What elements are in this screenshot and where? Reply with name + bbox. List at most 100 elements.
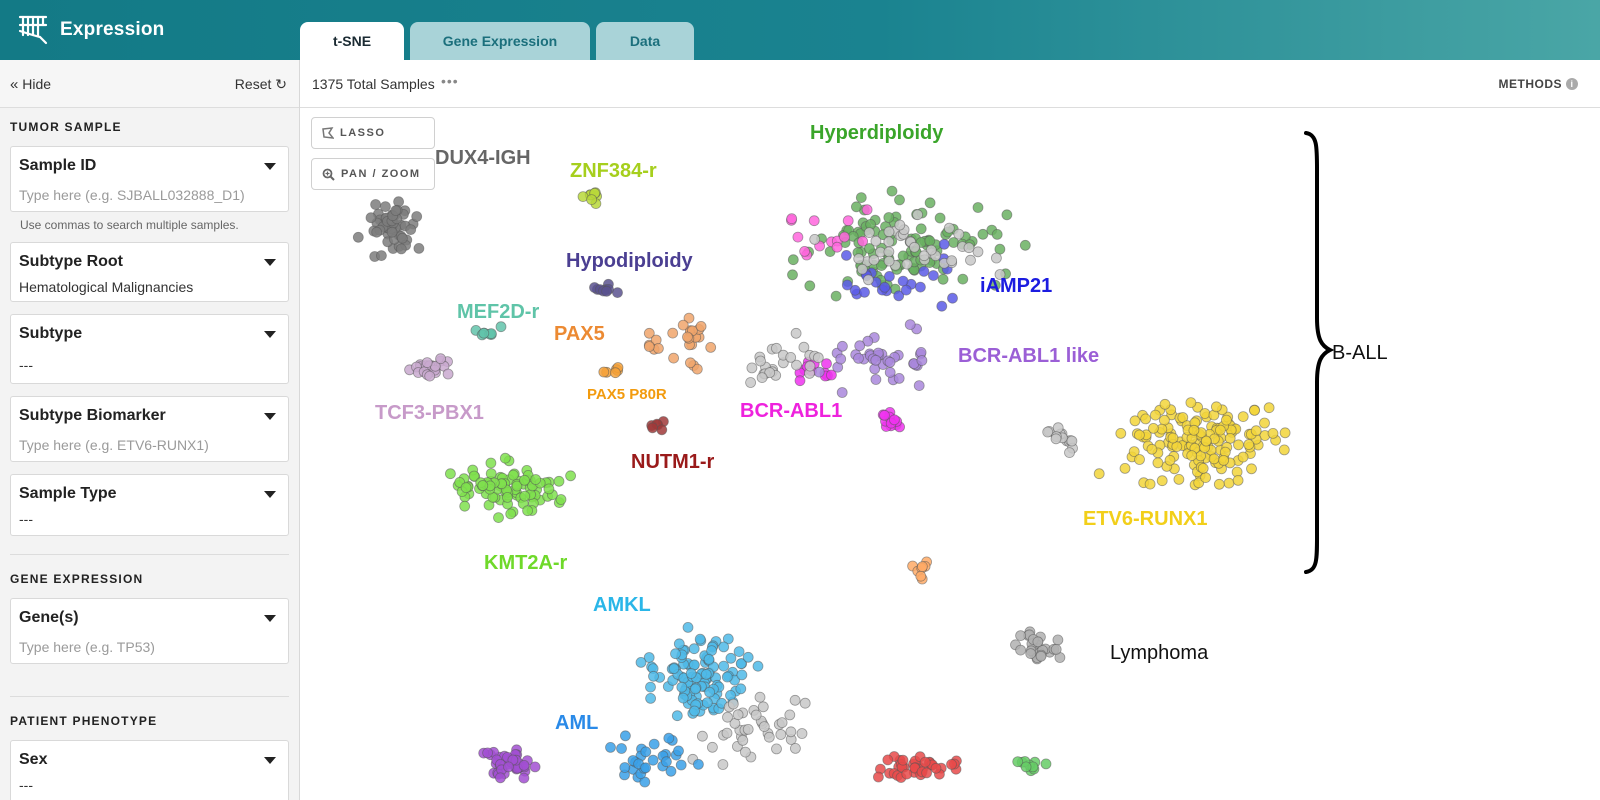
sample-point[interactable] <box>682 622 694 633</box>
sample-point[interactable] <box>691 363 703 375</box>
sample-point[interactable] <box>946 255 958 267</box>
sample-point[interactable] <box>879 409 890 421</box>
caret-down-icon[interactable] <box>264 615 276 622</box>
sample-point[interactable] <box>732 709 744 721</box>
sample-point[interactable] <box>894 194 905 206</box>
sample-points[interactable] <box>352 185 1291 788</box>
sample-point[interactable] <box>813 366 825 378</box>
sample-point[interactable] <box>722 711 733 723</box>
sample-point[interactable] <box>435 353 447 365</box>
sample-point[interactable] <box>853 253 865 265</box>
sex-field[interactable]: Sex --- <box>10 740 289 800</box>
sample-point[interactable] <box>460 482 472 494</box>
sample-point[interactable] <box>670 648 681 660</box>
sample-point[interactable] <box>1042 426 1054 438</box>
sample-point[interactable] <box>677 692 689 704</box>
sample-point[interactable] <box>1199 408 1211 419</box>
sample-point[interactable] <box>913 380 925 392</box>
sample-point[interactable] <box>746 362 758 374</box>
sample-point[interactable] <box>750 709 762 721</box>
sample-point[interactable] <box>784 709 796 721</box>
sample-point[interactable] <box>830 290 842 302</box>
sample-point[interactable] <box>757 701 769 713</box>
sample-point[interactable] <box>863 227 875 238</box>
sample-point[interactable] <box>1279 427 1291 439</box>
sample-point[interactable] <box>689 683 701 695</box>
brand[interactable]: Expression <box>18 13 164 47</box>
sample-point[interactable] <box>518 772 530 784</box>
sample-point[interactable] <box>495 321 507 333</box>
sample-point[interactable] <box>1050 644 1062 655</box>
sample-point[interactable] <box>1197 462 1209 474</box>
lasso-tool-button[interactable]: LASSO <box>311 117 435 149</box>
sample-point[interactable] <box>991 252 1002 264</box>
sample-point[interactable] <box>870 374 882 385</box>
sample-point[interactable] <box>775 729 787 740</box>
sample-point[interactable] <box>1223 477 1235 489</box>
genes-input[interactable]: Type here (e.g. TP53) <box>19 639 155 655</box>
sample-point[interactable] <box>1188 424 1200 436</box>
sample-point[interactable] <box>1052 634 1064 646</box>
sample-point[interactable] <box>1237 411 1249 423</box>
sample-point[interactable] <box>925 244 937 256</box>
sample-point[interactable] <box>1134 454 1145 465</box>
sample-point[interactable] <box>1012 756 1024 768</box>
sample-id-input[interactable]: Type here (e.g. SJBALL032888_D1) <box>19 187 245 203</box>
sample-point[interactable] <box>1213 478 1225 490</box>
sample-point[interactable] <box>485 457 497 469</box>
sample-point[interactable] <box>703 654 715 665</box>
sample-point[interactable] <box>718 660 730 672</box>
sample-point[interactable] <box>1233 439 1244 451</box>
caret-down-icon[interactable] <box>264 259 276 266</box>
sample-point[interactable] <box>857 235 868 247</box>
sample-point[interactable] <box>553 475 565 487</box>
sample-point[interactable] <box>1001 209 1013 221</box>
sample-point[interactable] <box>522 505 534 517</box>
sample-point[interactable] <box>643 327 655 339</box>
sample-point[interactable] <box>1200 435 1212 447</box>
sample-point[interactable] <box>673 745 684 757</box>
sample-point[interactable] <box>879 281 891 293</box>
sample-point[interactable] <box>893 372 905 384</box>
sample-point[interactable] <box>1185 397 1197 409</box>
sample-point[interactable] <box>915 570 927 582</box>
sample-point[interactable] <box>912 209 923 221</box>
sample-point[interactable] <box>1152 457 1164 469</box>
sample-point[interactable] <box>668 352 680 364</box>
sample-point[interactable] <box>735 683 747 695</box>
caret-down-icon[interactable] <box>264 331 276 338</box>
sample-point[interactable] <box>511 480 523 492</box>
sample-point[interactable] <box>482 747 494 759</box>
sample-point[interactable] <box>706 741 718 753</box>
sample-point[interactable] <box>365 212 377 224</box>
sample-point[interactable] <box>444 468 456 480</box>
sample-point[interactable] <box>826 369 837 381</box>
sample-point[interactable] <box>386 226 398 238</box>
sample-point[interactable] <box>1211 401 1222 413</box>
sample-point[interactable] <box>648 738 660 750</box>
sample-point[interactable] <box>1224 432 1236 444</box>
sample-point[interactable] <box>937 273 949 285</box>
sample-point[interactable] <box>789 743 801 754</box>
sample-point[interactable] <box>1093 468 1105 480</box>
sample-point[interactable] <box>619 730 631 742</box>
sample-point[interactable] <box>861 204 873 216</box>
sample-point[interactable] <box>635 657 647 668</box>
sample-point[interactable] <box>855 192 867 203</box>
sample-point[interactable] <box>1146 443 1158 455</box>
subtype-root-field[interactable]: Subtype Root Hematological Malignancies <box>10 242 289 302</box>
sample-point[interactable] <box>485 468 497 480</box>
sample-point[interactable] <box>886 185 898 197</box>
sample-point[interactable] <box>619 762 631 773</box>
sample-point[interactable] <box>735 658 747 669</box>
sample-point[interactable] <box>612 287 623 299</box>
caret-down-icon[interactable] <box>264 163 276 170</box>
sample-point[interactable] <box>494 772 506 784</box>
sample-point[interactable] <box>717 759 729 770</box>
sample-point[interactable] <box>1232 474 1244 486</box>
sample-point[interactable] <box>1259 417 1270 429</box>
sample-point[interactable] <box>897 275 909 287</box>
sample-point[interactable] <box>1215 424 1226 436</box>
sample-point[interactable] <box>918 250 930 262</box>
sample-point[interactable] <box>721 671 733 683</box>
